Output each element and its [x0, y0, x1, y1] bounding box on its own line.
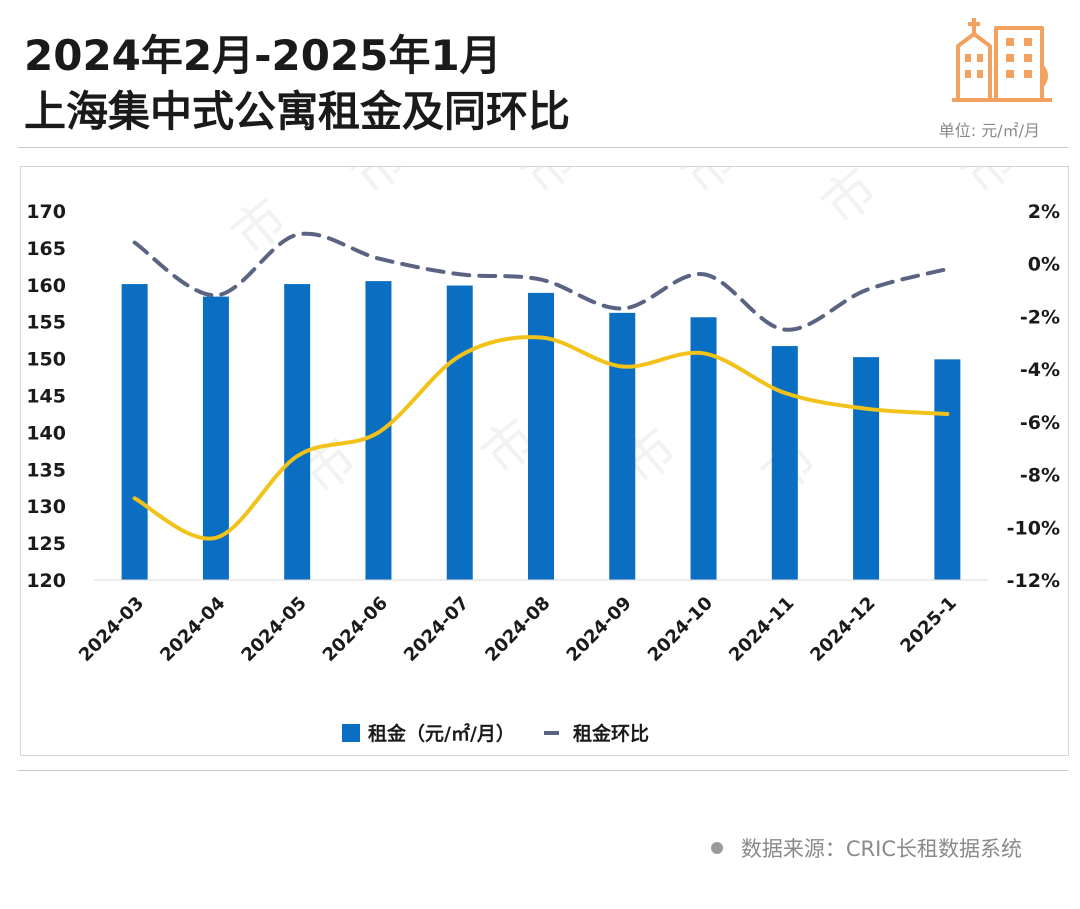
- bar-2024-03: [121, 284, 148, 580]
- legend-label-ring-change: 租金环比: [573, 722, 649, 745]
- x-tick-2024-07: 2024-07: [400, 593, 473, 666]
- y-left-tick-140: 140: [26, 422, 66, 444]
- x-tick-2024-11: 2024-11: [725, 593, 798, 666]
- y-right-tick-1: 0%: [1028, 254, 1060, 276]
- bar-2024-11: [771, 346, 798, 580]
- y-right-tick-4: -6%: [1020, 412, 1060, 434]
- y-left-tick-145: 145: [26, 386, 66, 408]
- y-right-tick-3: -4%: [1020, 359, 1060, 381]
- city-buildings-icon: [952, 18, 1052, 102]
- y-left-tick-155: 155: [26, 312, 66, 334]
- y-left-tick-130: 130: [26, 496, 66, 518]
- legend: 租金（元/㎡/月） 租金环比: [342, 722, 649, 745]
- y-right-tick-2: -2%: [1020, 306, 1060, 328]
- bar-2025-1: [934, 359, 961, 580]
- x-tick-2024-10: 2024-10: [644, 593, 717, 666]
- y-axis-right: 2% 0% -2% -4% -6% -8% -10% -12%: [1007, 201, 1060, 592]
- x-tick-2024-04: 2024-04: [156, 593, 229, 666]
- y-left-tick-160: 160: [26, 275, 66, 297]
- bar-2024-09: [609, 312, 636, 580]
- x-tick-2024-03: 2024-03: [75, 593, 148, 666]
- legend-label-rent: 租金（元/㎡/月）: [368, 722, 515, 745]
- y-left-tick-125: 125: [26, 533, 66, 555]
- legend-swatch-rent: [342, 724, 360, 742]
- x-tick-2024-08: 2024-08: [481, 593, 554, 666]
- chart-frame: 市市市市市市市市市市 17016516015515014514013513012…: [20, 166, 1069, 756]
- watermark-text-5: 市: [951, 167, 1029, 207]
- y-right-tick-5: -8%: [1020, 465, 1060, 487]
- y-right-tick-0: 2%: [1028, 201, 1060, 223]
- y-left-tick-150: 150: [26, 349, 66, 371]
- x-axis: 2024-03 2024-04 2024-05 2024-06 2024-07 2024-…: [75, 579, 988, 666]
- watermark-text-3: 市: [671, 167, 749, 207]
- footer-divider: [18, 770, 1068, 771]
- y-right-tick-7: -12%: [1007, 570, 1060, 592]
- watermark-text-0: 市: [221, 188, 299, 267]
- x-tick-2025-1: 2025-1: [896, 593, 960, 657]
- watermark-text-4: 市: [811, 167, 889, 237]
- unit-label: 单位: 元/㎡/月: [938, 121, 1040, 140]
- bar-2024-12: [853, 357, 880, 580]
- line-series: [132, 231, 950, 541]
- header-divider: [18, 147, 1068, 148]
- source-text: 数据来源：CRIC长租数据系统: [740, 837, 1022, 861]
- y-right-tick-6: -10%: [1007, 517, 1060, 539]
- bar-2024-10: [690, 317, 717, 580]
- page-title-line2: 上海集中式公寓租金及同环比: [24, 87, 571, 136]
- bar-2024-05: [284, 284, 311, 580]
- x-tick-2024-06: 2024-06: [319, 593, 392, 666]
- y-axis-left: 170 165 160 155 150 145 140 135 130 125 120: [26, 201, 66, 592]
- bullet-icon: [710, 842, 723, 854]
- source-note: 数据来源：CRIC长租数据系统: [710, 833, 1022, 863]
- y-left-tick-135: 135: [26, 459, 66, 481]
- x-tick-2024-05: 2024-05: [237, 593, 310, 666]
- y-left-tick-170: 170: [26, 201, 66, 223]
- y-left-tick-165: 165: [26, 238, 66, 260]
- page-title-line1: 2024年2月-2025年1月: [24, 31, 502, 80]
- x-tick-2024-12: 2024-12: [806, 593, 879, 666]
- line-series-yoy: [132, 335, 950, 541]
- watermark-text-2: 市: [511, 167, 589, 207]
- chart: 市市市市市市市市市市 17016516015515014514013513012…: [26, 167, 1060, 745]
- y-left-tick-120: 120: [26, 570, 66, 592]
- x-tick-2024-09: 2024-09: [563, 593, 636, 666]
- bar-2024-07: [446, 285, 473, 580]
- bar-series: [121, 281, 961, 580]
- watermark-text-1: 市: [341, 167, 419, 207]
